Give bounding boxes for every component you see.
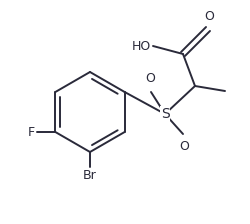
Text: S: S xyxy=(160,107,170,121)
Text: O: O xyxy=(145,72,155,85)
Text: O: O xyxy=(204,10,214,23)
Text: Br: Br xyxy=(83,169,97,182)
Text: HO: HO xyxy=(132,39,151,52)
Text: F: F xyxy=(28,125,35,138)
Text: O: O xyxy=(179,140,189,153)
